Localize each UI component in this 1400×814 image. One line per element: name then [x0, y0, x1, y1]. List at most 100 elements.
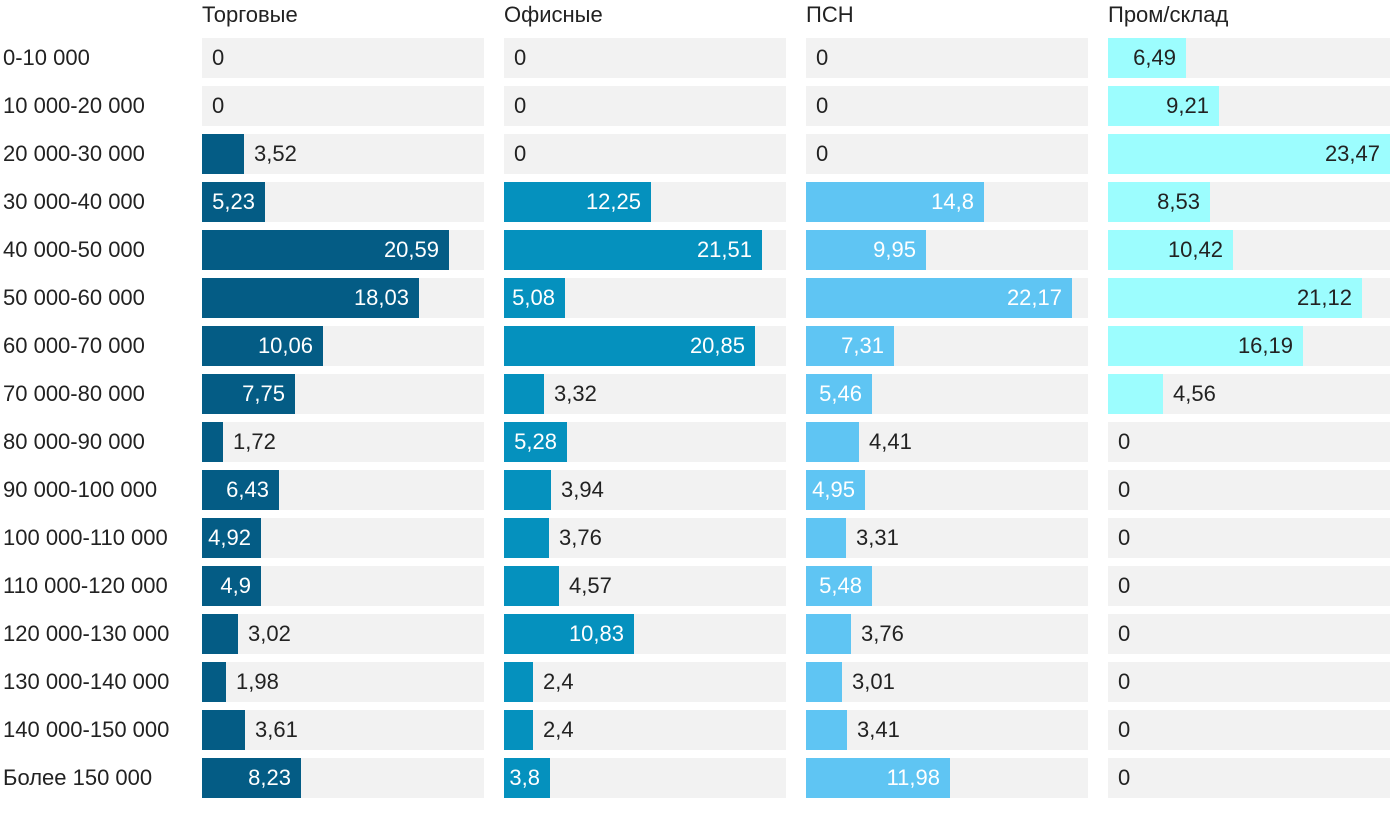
bar-track	[1108, 710, 1390, 750]
bar-track	[202, 422, 484, 462]
bar	[806, 230, 926, 270]
data-label: 8,23	[248, 765, 291, 790]
category-label: 0-10 000	[3, 45, 90, 70]
data-label: 3,41	[857, 717, 900, 742]
data-label: 3,61	[255, 717, 298, 742]
bar	[806, 278, 1072, 318]
category-label: 120 000-130 000	[3, 621, 170, 646]
data-label: 21,51	[696, 237, 752, 262]
category-label: 50 000-60 000	[3, 285, 145, 310]
bar	[1108, 374, 1163, 414]
bar	[202, 566, 261, 606]
category-label: Более 150 000	[3, 765, 153, 790]
data-label: 10,83	[568, 621, 624, 646]
data-label: 4,57	[569, 573, 612, 598]
series-title: ПСН	[806, 2, 854, 27]
bar	[202, 374, 295, 414]
bar-track	[806, 38, 1088, 78]
bar	[202, 758, 301, 798]
data-label: 16,19	[1237, 333, 1293, 358]
data-label: 0	[1118, 477, 1131, 502]
bar	[202, 470, 279, 510]
bar	[1108, 182, 1210, 222]
category-label: 30 000-40 000	[3, 189, 145, 214]
bar	[806, 662, 842, 702]
data-label: 3,76	[559, 525, 602, 550]
data-label: 4,95	[812, 477, 855, 502]
data-label: 2,4	[543, 717, 574, 742]
bar-track	[504, 374, 786, 414]
data-label: 7,75	[242, 381, 285, 406]
data-label: 3,94	[561, 477, 604, 502]
bar	[806, 614, 851, 654]
data-label: 10,06	[257, 333, 313, 358]
bar-track	[202, 134, 484, 174]
data-label: 0	[514, 141, 527, 166]
bar-track	[202, 710, 484, 750]
data-label: 0	[1118, 525, 1131, 550]
data-label: 3,52	[254, 141, 297, 166]
bar	[504, 230, 762, 270]
bar	[202, 326, 323, 366]
bar-track	[202, 86, 484, 126]
bar	[806, 422, 859, 462]
bar	[806, 470, 865, 510]
bar-track	[202, 614, 484, 654]
bar	[202, 518, 261, 558]
bar-track	[1108, 518, 1390, 558]
bar-track	[504, 758, 786, 798]
data-label: 0	[1118, 669, 1131, 694]
bar	[202, 422, 223, 462]
bar	[1108, 230, 1233, 270]
data-label: 11,98	[886, 765, 940, 790]
bar-track	[806, 134, 1088, 174]
data-label: 1,98	[236, 669, 279, 694]
bar-track	[504, 662, 786, 702]
bar-track	[806, 86, 1088, 126]
data-label: 6,43	[226, 477, 269, 502]
data-label: 0	[1118, 573, 1131, 598]
category-label: 140 000-150 000	[3, 717, 170, 742]
bar-track	[504, 710, 786, 750]
series-title: Пром/склад	[1108, 2, 1229, 27]
bar-track	[504, 86, 786, 126]
category-label: 10 000-20 000	[3, 93, 145, 118]
data-label: 2,4	[543, 669, 574, 694]
bar	[504, 278, 565, 318]
data-label: 9,95	[873, 237, 916, 262]
category-label: 60 000-70 000	[3, 333, 145, 358]
category-label: 40 000-50 000	[3, 237, 145, 262]
data-label: 4,9	[220, 573, 251, 598]
data-label: 20,59	[383, 237, 439, 262]
bar-track	[806, 710, 1088, 750]
data-label: 5,23	[212, 189, 255, 214]
bar-track	[504, 38, 786, 78]
bar	[806, 326, 894, 366]
bar-track	[806, 662, 1088, 702]
bar	[1108, 86, 1219, 126]
bar	[504, 518, 549, 558]
bar-track	[504, 518, 786, 558]
data-label: 0	[816, 141, 829, 166]
bar	[504, 182, 651, 222]
category-label: 80 000-90 000	[3, 429, 145, 454]
bar	[806, 374, 872, 414]
bar-track	[1108, 662, 1390, 702]
data-label: 10,42	[1167, 237, 1223, 262]
bar-track	[1108, 566, 1390, 606]
data-label: 5,08	[512, 285, 555, 310]
data-label: 23,47	[1324, 141, 1380, 166]
bar	[806, 518, 846, 558]
bar	[504, 422, 567, 462]
series-title: Торговые	[202, 2, 298, 27]
bar	[504, 374, 544, 414]
data-label: 3,01	[852, 669, 895, 694]
data-label: 5,48	[819, 573, 862, 598]
data-label: 0	[816, 93, 829, 118]
data-label: 6,49	[1133, 45, 1176, 70]
bar	[504, 710, 533, 750]
category-label: 130 000-140 000	[3, 669, 170, 694]
data-label: 18,03	[353, 285, 409, 310]
series-title: Офисные	[504, 2, 603, 27]
